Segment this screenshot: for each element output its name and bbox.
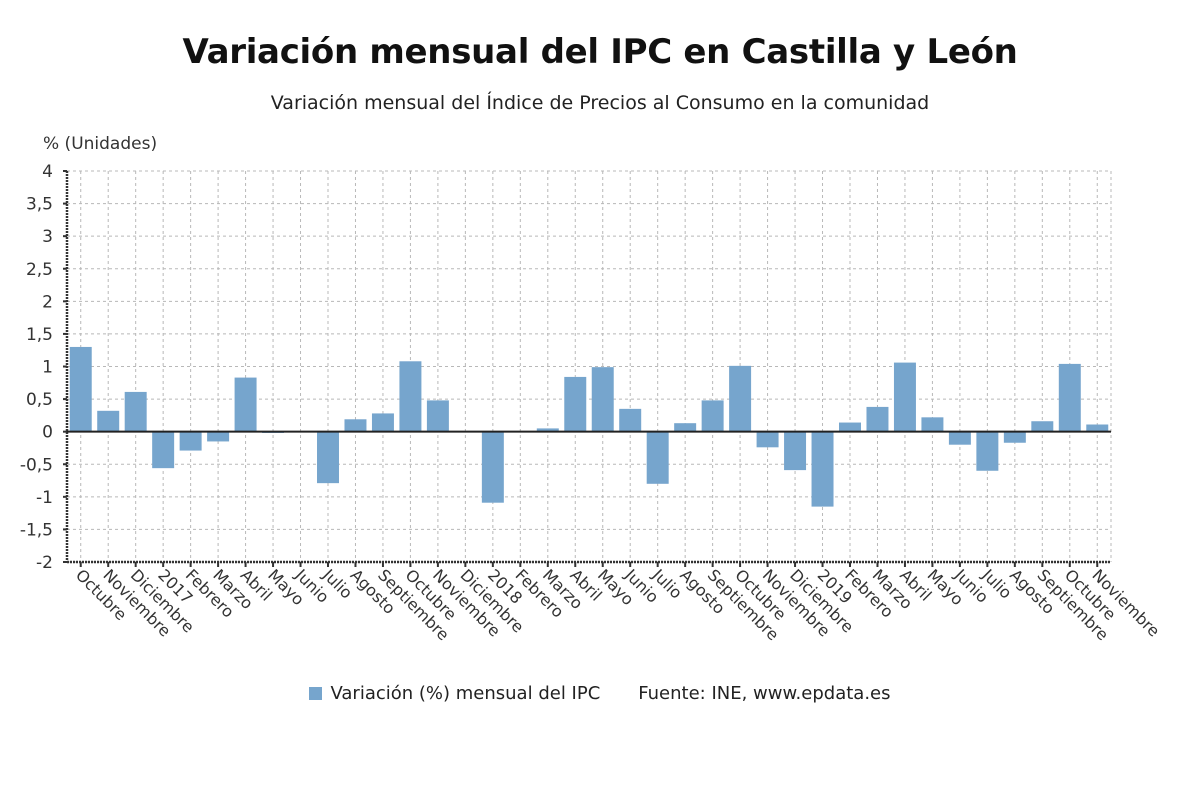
bar xyxy=(756,431,779,448)
bar xyxy=(564,376,587,432)
bar xyxy=(866,406,889,432)
bar xyxy=(536,428,559,432)
y-tick-label: -1,5 xyxy=(20,520,53,540)
legend: Variación (%) mensual del IPC Fuente: INE… xyxy=(0,683,1200,704)
bar xyxy=(921,417,944,432)
bar xyxy=(646,431,669,484)
bar xyxy=(948,431,971,445)
bar xyxy=(839,422,861,432)
bar xyxy=(1058,363,1081,432)
bar xyxy=(69,346,92,432)
bar xyxy=(152,431,175,469)
bar xyxy=(317,431,339,484)
x-axis-ticks: OctubreNoviembreDiciembre2017FebreroMarz… xyxy=(72,562,1164,644)
bar xyxy=(207,431,230,442)
chart-subtitle: Variación mensual del Índice de Precios … xyxy=(270,92,930,114)
legend-swatch xyxy=(309,687,323,700)
bar xyxy=(674,423,697,432)
bar xyxy=(784,431,807,471)
y-tick-label: 2,5 xyxy=(26,260,53,280)
source-label: Fuente: INE, www.epdata.es xyxy=(638,683,891,704)
y-axis-ticks: 4 3,5 3 2,5 2 1,5 1 0,5 0 -0,5 -1 -1,5 -2 xyxy=(20,162,67,573)
legend-series-label: Variación (%) mensual del IPC xyxy=(330,683,601,704)
bar xyxy=(399,361,422,432)
bar xyxy=(481,431,504,503)
bars xyxy=(69,346,1109,507)
y-tick-label: 0 xyxy=(42,423,53,443)
y-tick-label: -1 xyxy=(36,488,53,508)
bar xyxy=(893,362,916,432)
bar xyxy=(811,431,834,507)
bar xyxy=(619,408,642,432)
bar xyxy=(1086,424,1109,432)
bar xyxy=(426,400,449,432)
y-tick-label: 2 xyxy=(42,292,53,312)
y-tick-label: 1,5 xyxy=(26,325,53,345)
y-tick-label: -2 xyxy=(36,553,53,573)
bar xyxy=(729,365,752,432)
y-tick-label: 3,5 xyxy=(26,195,53,215)
bar xyxy=(179,431,202,451)
bar xyxy=(124,391,147,432)
chart-title: Variación mensual del IPC en Castilla y … xyxy=(182,32,1018,72)
bar xyxy=(1003,431,1026,443)
bar xyxy=(701,400,724,432)
y-axis-unit-label: % (Unidades) xyxy=(43,134,158,154)
y-tick-label: 1 xyxy=(42,358,53,378)
y-tick-label: 3 xyxy=(42,227,53,247)
grid-lines xyxy=(67,170,1112,563)
bar xyxy=(371,413,394,432)
bar xyxy=(344,419,367,432)
bar xyxy=(976,431,999,471)
y-tick-label: 0,5 xyxy=(26,390,53,410)
bar xyxy=(591,367,614,432)
bar xyxy=(1031,421,1054,432)
y-tick-label: -0,5 xyxy=(20,455,53,475)
bar xyxy=(97,410,120,432)
bar xyxy=(234,377,257,432)
y-tick-label: 4 xyxy=(42,162,53,182)
